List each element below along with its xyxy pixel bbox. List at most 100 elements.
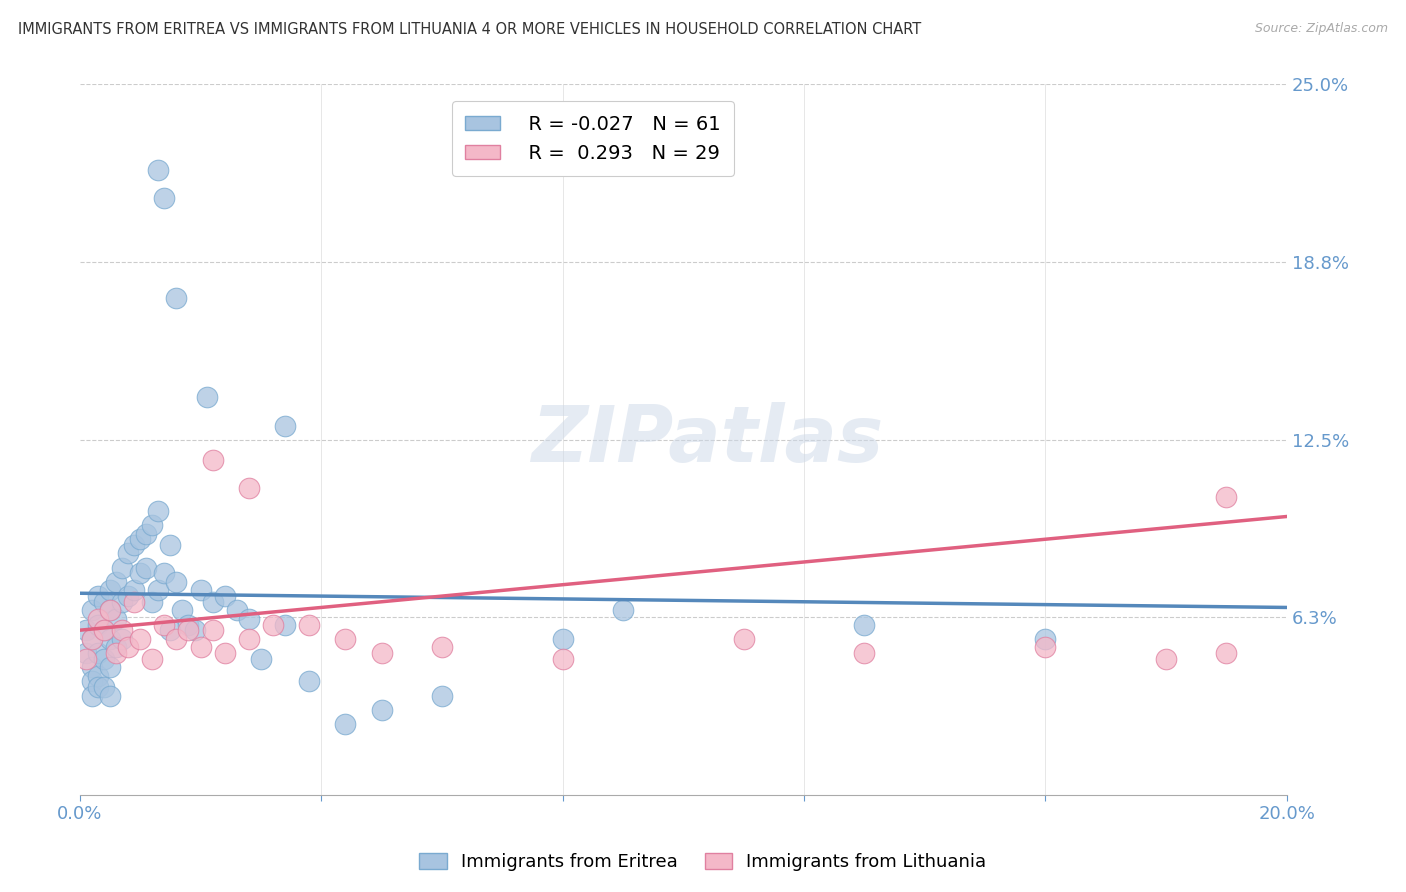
Point <box>298 674 321 689</box>
Point <box>370 703 392 717</box>
Text: Source: ZipAtlas.com: Source: ZipAtlas.com <box>1254 22 1388 36</box>
Point <box>225 603 247 617</box>
Point <box>80 674 103 689</box>
Point <box>129 632 152 646</box>
Point <box>141 595 163 609</box>
Point <box>159 538 181 552</box>
Point <box>153 566 176 581</box>
Point <box>201 595 224 609</box>
Point <box>238 632 260 646</box>
Point <box>122 595 145 609</box>
Point <box>201 624 224 638</box>
Point <box>75 646 97 660</box>
Point <box>122 583 145 598</box>
Point <box>190 640 212 655</box>
Point <box>612 603 634 617</box>
Point <box>80 689 103 703</box>
Point <box>135 526 157 541</box>
Point <box>551 651 574 665</box>
Point <box>274 418 297 433</box>
Point <box>165 291 187 305</box>
Point <box>105 574 128 589</box>
Point <box>122 538 145 552</box>
Point <box>177 617 200 632</box>
Point <box>172 603 194 617</box>
Point <box>117 640 139 655</box>
Point <box>105 646 128 660</box>
Point <box>105 612 128 626</box>
Point <box>183 624 205 638</box>
Legend:   R = -0.027   N = 61,   R =  0.293   N = 29: R = -0.027 N = 61, R = 0.293 N = 29 <box>451 102 734 177</box>
Point <box>117 546 139 560</box>
Point <box>87 646 110 660</box>
Point <box>80 660 103 674</box>
Point <box>129 533 152 547</box>
Point <box>165 632 187 646</box>
Point <box>98 689 121 703</box>
Point <box>87 612 110 626</box>
Point <box>98 603 121 617</box>
Point <box>1033 632 1056 646</box>
Point <box>141 518 163 533</box>
Point <box>214 646 236 660</box>
Point <box>129 566 152 581</box>
Point <box>93 624 115 638</box>
Point <box>551 632 574 646</box>
Point <box>370 646 392 660</box>
Point <box>80 632 103 646</box>
Point <box>853 646 876 660</box>
Point <box>1215 646 1237 660</box>
Point <box>75 624 97 638</box>
Point <box>111 624 134 638</box>
Text: ZIPatlas: ZIPatlas <box>531 401 883 478</box>
Point <box>93 595 115 609</box>
Point <box>98 583 121 598</box>
Point <box>93 651 115 665</box>
Point <box>201 452 224 467</box>
Point <box>298 617 321 632</box>
Point <box>87 668 110 682</box>
Point <box>87 617 110 632</box>
Point <box>153 191 176 205</box>
Point <box>148 504 170 518</box>
Point <box>80 603 103 617</box>
Point <box>153 617 176 632</box>
Point <box>214 589 236 603</box>
Point <box>87 680 110 694</box>
Point <box>111 560 134 574</box>
Point <box>93 680 115 694</box>
Point <box>75 651 97 665</box>
Text: IMMIGRANTS FROM ERITREA VS IMMIGRANTS FROM LITHUANIA 4 OR MORE VEHICLES IN HOUSE: IMMIGRANTS FROM ERITREA VS IMMIGRANTS FR… <box>18 22 921 37</box>
Point <box>238 612 260 626</box>
Point <box>190 583 212 598</box>
Point <box>135 560 157 574</box>
Point <box>111 595 134 609</box>
Point <box>80 632 103 646</box>
Point <box>238 481 260 495</box>
Point <box>148 162 170 177</box>
Point <box>87 589 110 603</box>
Point <box>98 660 121 674</box>
Point <box>733 632 755 646</box>
Point <box>105 640 128 655</box>
Point <box>148 583 170 598</box>
Point <box>262 617 284 632</box>
Legend: Immigrants from Eritrea, Immigrants from Lithuania: Immigrants from Eritrea, Immigrants from… <box>412 846 994 879</box>
Point <box>117 589 139 603</box>
Point <box>93 624 115 638</box>
Point <box>111 632 134 646</box>
Point <box>159 624 181 638</box>
Point <box>853 617 876 632</box>
Point <box>335 632 357 646</box>
Point <box>141 651 163 665</box>
Point <box>177 624 200 638</box>
Point <box>195 390 218 404</box>
Point <box>1154 651 1177 665</box>
Point <box>250 651 273 665</box>
Point <box>1033 640 1056 655</box>
Point <box>98 603 121 617</box>
Point <box>274 617 297 632</box>
Point <box>430 640 453 655</box>
Point <box>98 632 121 646</box>
Point <box>1215 490 1237 504</box>
